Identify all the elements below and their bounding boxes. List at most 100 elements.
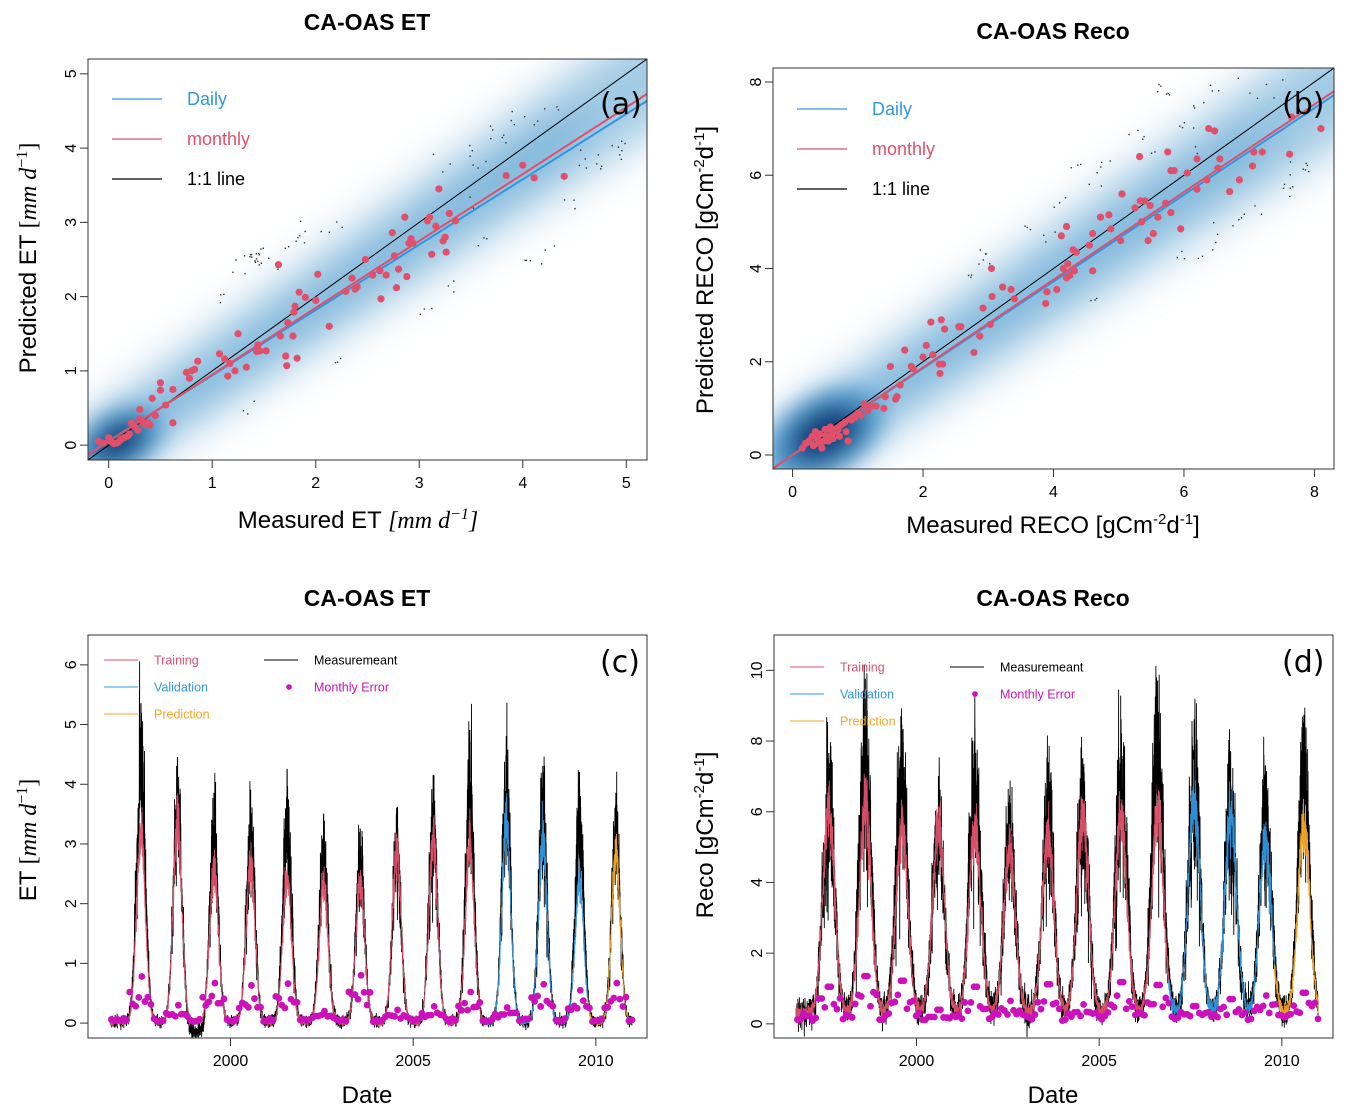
daily-outlier-point <box>1183 122 1186 124</box>
daily-outlier-point <box>621 149 623 152</box>
monthly-point <box>293 354 301 362</box>
monthly-error-point <box>797 1016 804 1023</box>
monthly-point <box>301 293 309 301</box>
monthly-error-point <box>1122 1005 1130 1013</box>
monthly-error-point <box>1214 1013 1221 1021</box>
daily-outlier-point <box>597 154 600 156</box>
y-tick-label: 4 <box>749 878 766 887</box>
daily-outlier-point <box>621 140 623 143</box>
monthly-error-point <box>1031 1011 1039 1018</box>
daily-outlier-point <box>1142 138 1144 140</box>
monthly-point <box>872 402 880 410</box>
monthly-error-point <box>138 973 146 980</box>
monthly-point <box>234 330 242 338</box>
daily-outlier-point <box>249 255 251 258</box>
monthly-point <box>1064 260 1072 268</box>
monthly-point <box>1107 225 1115 233</box>
monthly-point <box>156 386 165 394</box>
monthly-error-point <box>1247 1015 1255 1023</box>
monthly-error-point <box>467 988 475 996</box>
monthly-point <box>382 271 390 279</box>
monthly-error-point <box>1302 989 1310 997</box>
daily-outlier-point <box>624 142 626 145</box>
monthly-error-point <box>342 1017 350 1025</box>
panel-a-y-axis: 0 1 2 3 4 5 <box>63 69 88 450</box>
daily-outlier-point <box>985 252 987 255</box>
monthly-error-point <box>1174 1014 1182 1022</box>
monthly-point <box>428 250 436 258</box>
daily-outlier-point <box>1054 231 1056 233</box>
monthly-point <box>1203 176 1211 184</box>
panel-d-label: (d) <box>1282 645 1324 680</box>
monthly-point <box>215 350 224 358</box>
monthly-error-point <box>1113 992 1121 1000</box>
y-tick-label: 0 <box>748 450 765 459</box>
monthly-point <box>342 287 350 296</box>
monthly-error-point <box>903 1005 911 1013</box>
panel-a-points <box>94 161 568 448</box>
monthly-point <box>191 365 199 374</box>
monthly-error-point <box>1192 1002 1200 1010</box>
daily-outlier-point <box>1193 105 1195 107</box>
monthly-point <box>442 248 450 256</box>
monthly-error-point <box>135 993 143 1001</box>
daily-outlier-point <box>250 253 253 256</box>
monthly-error-point <box>1271 1000 1279 1008</box>
monthly-error-point <box>1186 1012 1194 1020</box>
monthly-error-point <box>208 992 216 1000</box>
monthly-point <box>927 318 935 326</box>
daily-outlier-point <box>1157 91 1159 93</box>
monthly-error-point <box>1241 1008 1249 1016</box>
x-tick-label: 3 <box>415 475 424 492</box>
monthly-point <box>312 296 320 304</box>
monthly-error-point <box>366 988 374 996</box>
monthly-error-point <box>1259 1002 1267 1010</box>
daily-outlier-point <box>260 248 262 250</box>
y-tick-label: 5 <box>63 69 80 78</box>
monthly-point <box>1177 225 1185 233</box>
monthly-point <box>909 365 917 373</box>
daily-outlier-point <box>486 237 488 240</box>
y-tick-label: 2 <box>63 899 80 908</box>
monthly-point <box>940 325 949 333</box>
monthly-error-point <box>857 993 865 1000</box>
monthly-point <box>1136 152 1144 161</box>
monthly-point <box>1144 236 1152 245</box>
monthly-point <box>348 274 356 282</box>
daily-outlier-point <box>1154 151 1156 153</box>
daily-outlier-point <box>1292 186 1294 188</box>
monthly-error-point <box>576 986 584 994</box>
daily-outlier-point <box>492 129 494 131</box>
monthly-point <box>880 404 888 412</box>
panel-d-x-axis: 2000 2005 2010 <box>899 1038 1300 1070</box>
daily-outlier-point <box>1181 126 1184 129</box>
monthly-error-point <box>458 1006 465 1014</box>
panel-c-label: (c) <box>600 645 640 680</box>
monthly-point <box>426 213 434 221</box>
prediction-series-line <box>1274 798 1319 1018</box>
daily-outlier-point <box>574 207 576 210</box>
daily-outlier-point <box>328 231 331 234</box>
daily-outlier-point <box>257 252 260 255</box>
monthly-error-point <box>885 1010 893 1018</box>
monthly-error-point <box>537 1003 545 1010</box>
daily-outlier-point <box>1070 167 1072 169</box>
monthly-error-point <box>561 1015 569 1022</box>
panel-a-legend: Daily monthly 1:1 line <box>112 89 250 189</box>
daily-outlier-point <box>1100 166 1102 168</box>
monthly-point <box>388 229 396 237</box>
monthly-point <box>1149 229 1157 238</box>
monthly-error-point <box>430 1002 438 1010</box>
monthly-point <box>1105 211 1113 219</box>
x-tick-label: 6 <box>1180 484 1189 501</box>
monthly-point <box>254 341 262 349</box>
monthly-error-point <box>1061 1016 1069 1023</box>
legend-label: Validation <box>154 681 208 695</box>
monthly-error-point <box>1159 1003 1167 1011</box>
x-tick-label: 0 <box>104 475 113 492</box>
daily-outlier-point <box>287 245 290 248</box>
monthly-error-point <box>1290 1002 1298 1010</box>
monthly-point <box>1211 127 1219 135</box>
monthly-error-point <box>1119 978 1127 986</box>
monthly-point <box>1154 213 1162 221</box>
